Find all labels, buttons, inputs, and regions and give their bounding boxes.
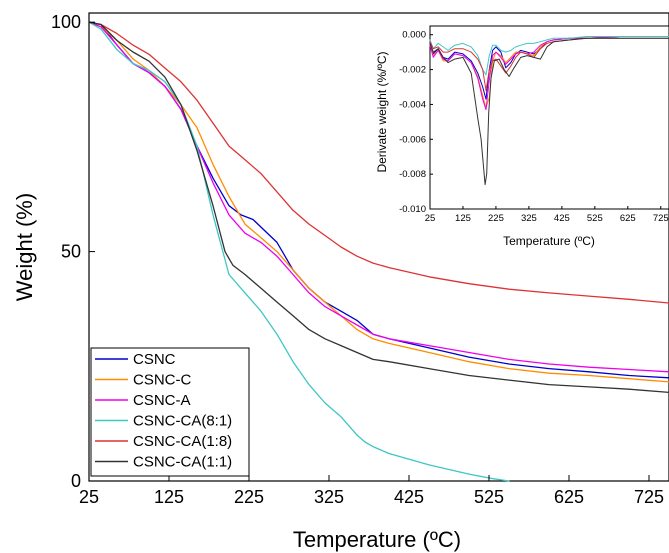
legend-label-csnc-ca-1-1: CSNC-CA(1:1) — [133, 454, 232, 471]
main-series-csnc-a — [88, 21, 669, 373]
inset-x-tick-label: 725 — [653, 213, 669, 224]
main-y-tick-label: 100 — [51, 12, 81, 32]
main-x-tick-label: 125 — [154, 487, 184, 507]
inset-y-tick-label: -0.002 — [399, 65, 426, 76]
legend-label-csnc: CSNC — [133, 351, 176, 368]
inset-x-tick-label: 625 — [620, 213, 636, 224]
main-series-csnc-ca-1-1 — [88, 21, 669, 394]
inset-series-group — [429, 36, 669, 186]
main-y-axis-label: Weight (%) — [12, 193, 37, 301]
main-y-tick-label: 50 — [61, 242, 81, 262]
legend-label-csnc-ca-8-1: CSNC-CA(8:1) — [133, 413, 232, 430]
inset-x-tick-label: 225 — [488, 213, 504, 224]
main-x-tick-label: 225 — [234, 487, 264, 507]
inset-series-5 — [429, 37, 669, 91]
main-series-csnc-ca-8-1 — [88, 21, 510, 482]
inset-series-6 — [429, 37, 669, 186]
inset-x-axis-label: Temperature (ºC) — [503, 234, 595, 248]
main-y-axis: 0 50 100 — [51, 12, 95, 491]
main-x-tick-label: 425 — [394, 487, 424, 507]
main-x-tick-label: 525 — [474, 487, 504, 507]
main-x-axis-label: Temperature (ºC) — [293, 527, 461, 552]
main-x-axis: 25 125 225 325 425 525 625 725 — [79, 475, 664, 507]
inset-x-axis: 25 125 225 325 425 525 625 725 — [425, 206, 669, 224]
legend-label-csnc-ca-1-8: CSNC-CA(1:8) — [133, 433, 232, 450]
inset-plot-frame — [429, 25, 669, 210]
main-series-group — [88, 21, 669, 482]
inset-x-tick-label: 125 — [455, 213, 471, 224]
inset-x-tick-label: 25 — [425, 213, 436, 224]
main-series-csnc-ca-1-8 — [88, 21, 669, 304]
inset-y-tick-label: -0.006 — [399, 134, 426, 145]
inset-y-tick-label: 0.000 — [402, 30, 426, 41]
inset-y-axis: 0.000 -0.002 -0.004 -0.006 -0.008 -0.010 — [399, 30, 433, 215]
main-x-tick-label: 325 — [314, 487, 344, 507]
inset-y-axis-label: Derivate weight (%/ºC) — [375, 51, 389, 172]
inset-y-tick-label: -0.008 — [399, 169, 426, 180]
main-x-tick-label: 725 — [634, 487, 664, 507]
main-plot-frame — [88, 12, 669, 482]
inset-series-3 — [429, 36, 669, 111]
inset-x-tick-label: 525 — [587, 213, 603, 224]
legend-label-csnc-a: CSNC-A — [133, 392, 191, 409]
legend: CSNC CSNC-C CSNC-A CSNC-CA(8:1) CSNC-CA(1:8)… — [90, 347, 250, 477]
inset-y-tick-label: -0.004 — [399, 99, 426, 110]
main-x-tick-label: 25 — [79, 487, 99, 507]
inset-chart: 25 125 225 325 425 525 625 725 0.000 -0.002 -0.00… — [375, 25, 669, 248]
legend-box — [90, 347, 250, 477]
inset-y-tick-label: -0.010 — [399, 204, 426, 215]
inset-x-tick-label: 325 — [521, 213, 537, 224]
legend-label-csnc-c: CSNC-C — [133, 372, 191, 389]
main-series-csnc-c — [88, 21, 669, 383]
main-x-tick-label: 625 — [554, 487, 584, 507]
inset-series-4 — [429, 36, 669, 76]
main-y-tick-label: 0 — [71, 471, 81, 491]
inset-x-tick-label: 425 — [554, 213, 570, 224]
main-chart: 25 125 225 325 425 525 625 725 0 50 100 Temperatu… — [12, 12, 669, 552]
